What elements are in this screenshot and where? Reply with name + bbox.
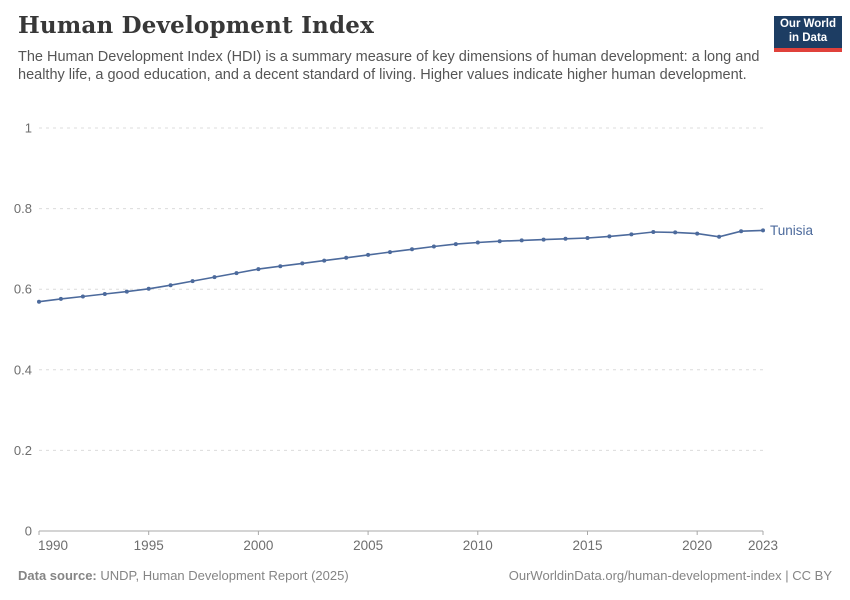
- y-tick-label: 0: [25, 524, 32, 539]
- x-tick-label: 1995: [134, 538, 164, 553]
- x-tick-label: 2010: [463, 538, 493, 553]
- entity-label[interactable]: Tunisia: [770, 223, 814, 238]
- data-point[interactable]: [212, 275, 217, 280]
- data-point[interactable]: [519, 238, 524, 243]
- data-point[interactable]: [124, 289, 129, 294]
- series-line[interactable]: [38, 229, 764, 303]
- data-point[interactable]: [453, 242, 458, 247]
- x-tick-label: 2000: [243, 538, 273, 553]
- x-tick-label: 2005: [353, 538, 383, 553]
- data-point[interactable]: [607, 234, 612, 239]
- page-title: Human Development Index: [18, 12, 374, 39]
- data-point[interactable]: [168, 283, 173, 288]
- data-point[interactable]: [190, 279, 195, 284]
- data-point[interactable]: [234, 271, 239, 276]
- page-subtitle: The Human Development Index (HDI) is a s…: [18, 49, 760, 84]
- x-tick-label: 2023: [748, 538, 778, 553]
- data-point[interactable]: [629, 232, 634, 237]
- data-source-label: Data source:: [18, 568, 97, 583]
- x-tick-label: 1990: [38, 538, 68, 553]
- data-point[interactable]: [651, 230, 656, 234]
- data-point[interactable]: [80, 294, 85, 299]
- data-point[interactable]: [256, 267, 261, 272]
- data-point[interactable]: [695, 231, 700, 236]
- data-point[interactable]: [761, 228, 765, 233]
- data-point[interactable]: [673, 230, 678, 235]
- data-point[interactable]: [497, 239, 502, 244]
- data-point[interactable]: [37, 299, 41, 304]
- owid-logo-line2: in Data: [788, 32, 828, 44]
- data-point[interactable]: [278, 264, 283, 269]
- owid-logo-line1: Our World: [779, 18, 836, 31]
- y-tick-label: 0.2: [14, 443, 32, 458]
- data-source: Data source: UNDP, Human Development Rep…: [18, 568, 349, 583]
- data-point[interactable]: [322, 258, 327, 263]
- y-tick-label: 1: [25, 121, 32, 136]
- data-point[interactable]: [388, 250, 392, 255]
- chart-footer: Data source: UNDP, Human Development Rep…: [18, 568, 832, 583]
- data-point[interactable]: [431, 244, 436, 249]
- data-point[interactable]: [366, 252, 371, 257]
- y-tick-label: 0.4: [14, 362, 32, 377]
- chart-header: Human Development Index The Human Develo…: [18, 12, 763, 85]
- owid-logo[interactable]: Our World in Data: [774, 16, 842, 52]
- data-point[interactable]: [102, 292, 107, 296]
- data-point[interactable]: [344, 255, 349, 260]
- data-point[interactable]: [585, 236, 590, 240]
- footer-link[interactable]: OurWorldinData.org/human-development-ind…: [508, 568, 832, 583]
- x-tick-label: 2015: [572, 538, 602, 553]
- x-tick-label: 2020: [682, 538, 712, 553]
- data-point[interactable]: [475, 240, 480, 245]
- data-point[interactable]: [717, 234, 722, 239]
- data-point[interactable]: [541, 237, 546, 242]
- data-point[interactable]: [58, 296, 63, 301]
- data-source-text: UNDP, Human Development Report (2025): [96, 568, 349, 583]
- data-point[interactable]: [300, 261, 305, 266]
- hdi-line-chart[interactable]: 0 0.2 0.4 0.6 0.8 1 1990 1995 2000 2005 2010 2015 20…: [0, 110, 850, 568]
- data-point[interactable]: [563, 236, 568, 241]
- y-tick-label: 0.6: [14, 282, 32, 297]
- data-point[interactable]: [410, 247, 414, 252]
- data-point[interactable]: [739, 229, 744, 234]
- y-tick-label: 0.8: [14, 201, 32, 216]
- data-point[interactable]: [146, 286, 151, 291]
